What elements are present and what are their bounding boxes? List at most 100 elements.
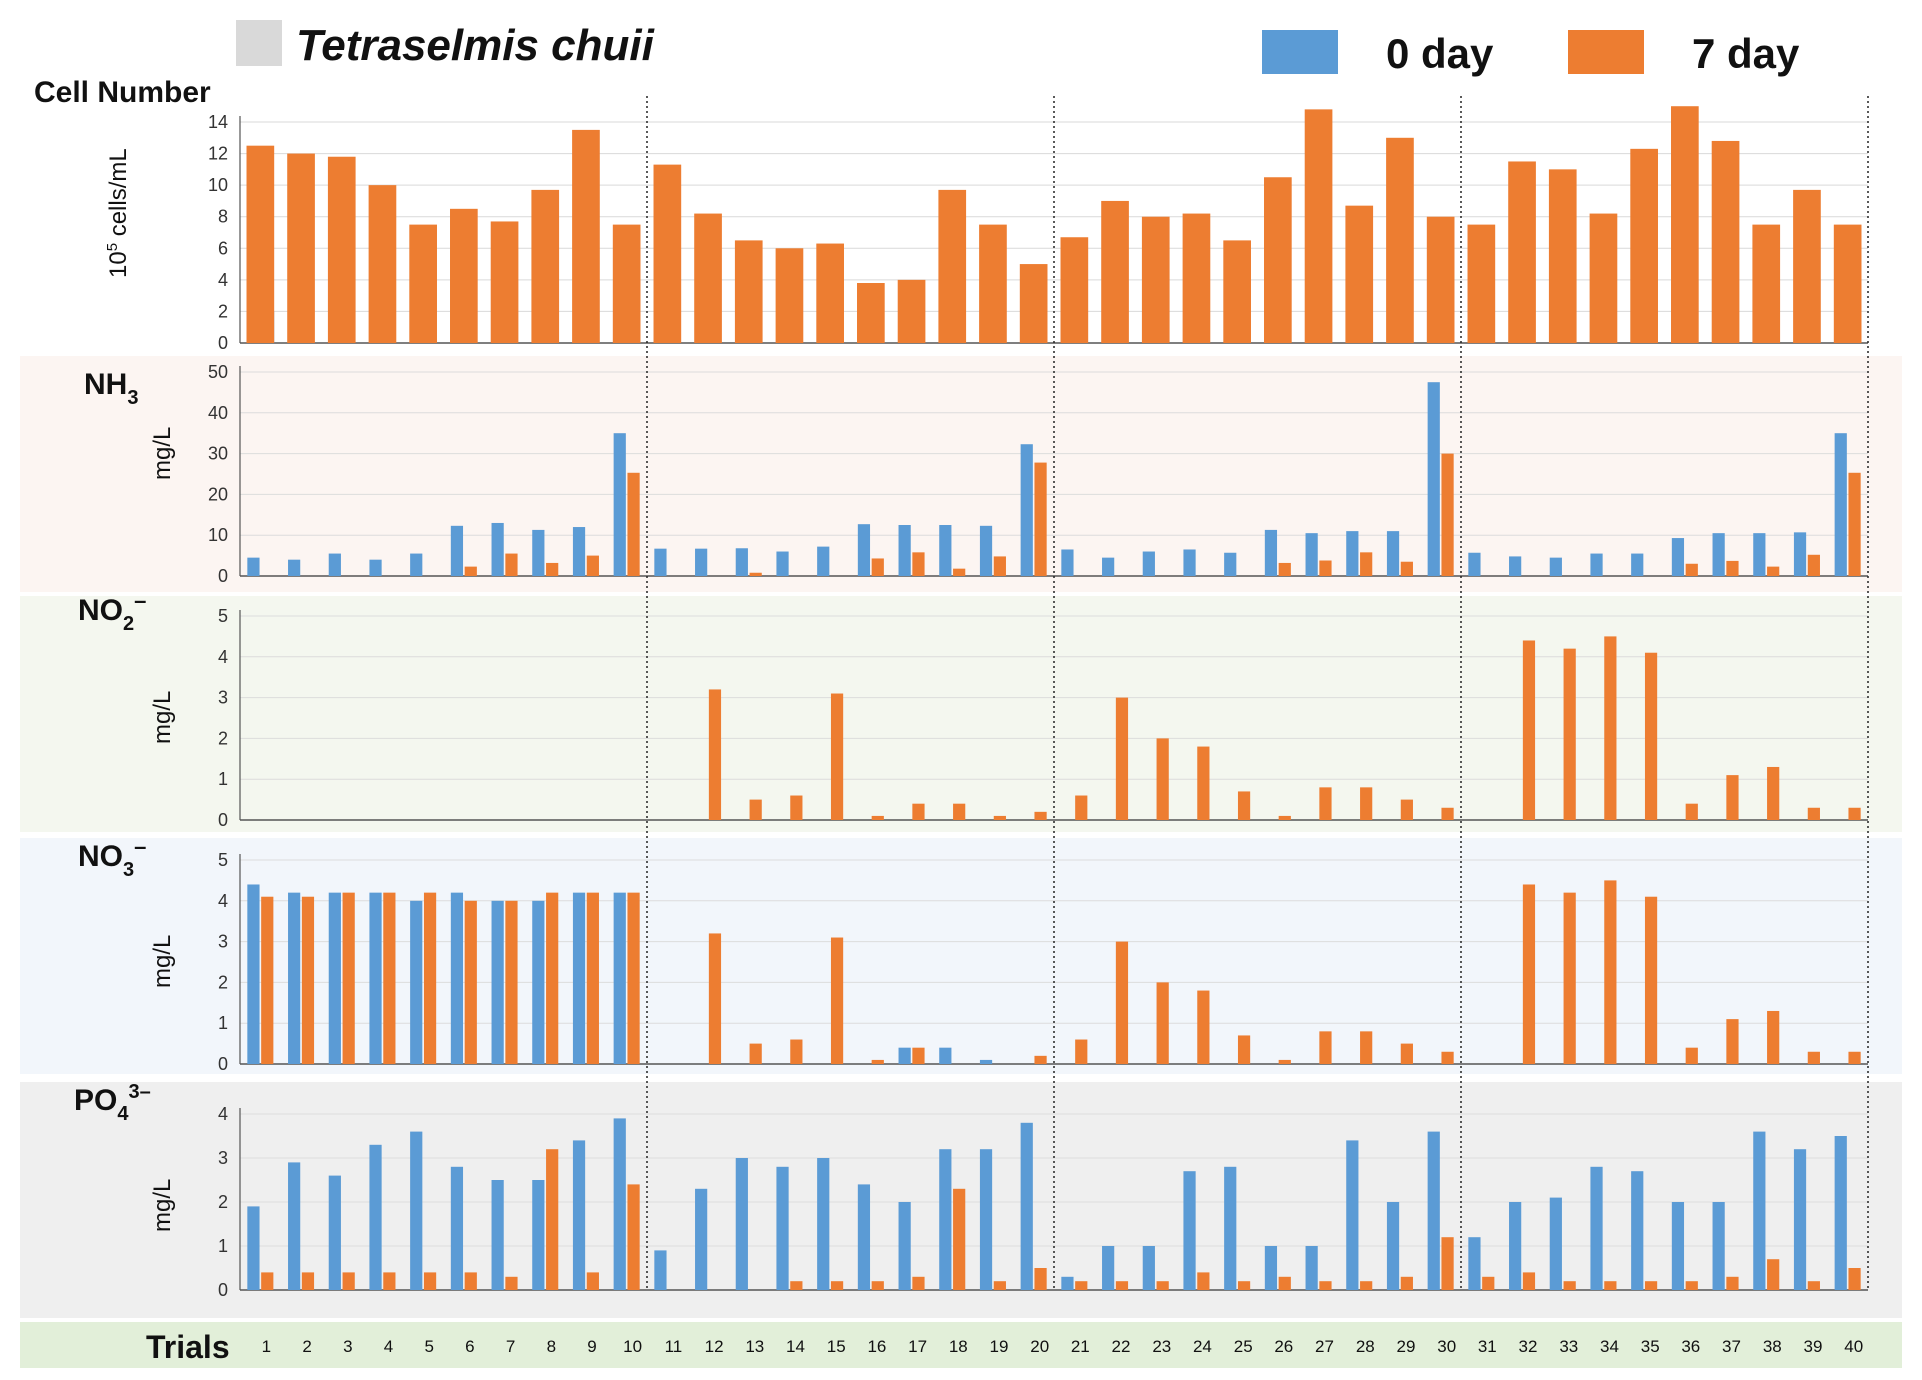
bar-nh3-0day-trial-8 (532, 529, 545, 576)
bar-no2-7day-trial-30 (1441, 807, 1454, 820)
bar-nh3-0day-trial-24 (1183, 549, 1196, 576)
bar-po4-0day-trial-25 (1224, 1166, 1237, 1290)
bar-po4-0day-trial-10 (613, 1118, 626, 1290)
bar-po4-7day-trial-1 (261, 1272, 274, 1290)
bar-po4-0day-trial-9 (572, 1140, 586, 1290)
trial-tick-label: 2 (302, 1337, 311, 1356)
y-tick-label: 0 (218, 810, 228, 830)
bar-po4-7day-trial-40 (1848, 1268, 1861, 1290)
trial-tick-label: 11 (665, 1337, 683, 1356)
bar-po4-0day-trial-39 (1793, 1149, 1807, 1290)
bar-cell-number-7day-trial-8 (531, 189, 560, 343)
bar-no2-7day-trial-35 (1644, 652, 1658, 820)
bar-po4-0day-trial-17 (898, 1202, 911, 1290)
bar-nh3-0day-trial-16 (857, 524, 871, 576)
bar-po4-0day-trial-13 (735, 1158, 748, 1290)
y-tick-label: 14 (208, 112, 228, 132)
bar-po4-0day-trial-20 (1020, 1122, 1033, 1290)
bar-nh3-7day-trial-37 (1726, 560, 1739, 576)
bar-nh3-0day-trial-33 (1549, 557, 1562, 576)
trial-tick-label: 4 (384, 1337, 393, 1356)
bar-no3-0day-trial-7 (491, 900, 504, 1064)
bar-cell-number-7day-trial-36 (1671, 106, 1699, 344)
bar-no3-7day-trial-3 (342, 892, 355, 1064)
trial-tick-label: 31 (1478, 1337, 1497, 1356)
bar-po4-0day-trial-24 (1183, 1171, 1196, 1290)
bar-no3-7day-trial-26 (1278, 1059, 1291, 1064)
y-tick-label: 5 (218, 850, 228, 870)
bar-no3-7day-trial-8 (546, 892, 559, 1064)
bar-no2-7day-trial-27 (1319, 787, 1332, 820)
bar-no3-0day-trial-18 (939, 1047, 952, 1064)
bar-po4-0day-trial-34 (1590, 1166, 1603, 1290)
bar-po4-0day-trial-23 (1142, 1246, 1155, 1290)
y-tick-label: 0 (218, 1280, 228, 1300)
bar-nh3-0day-trial-1 (247, 557, 260, 576)
bar-nh3-0day-trial-10 (613, 433, 626, 576)
bar-cell-number-7day-trial-1 (246, 145, 275, 343)
trial-tick-label: 16 (867, 1337, 886, 1356)
trial-tick-labels: 1 2 3 4 5 6 7 8 9 10 11 12 13 14 15 16 17 18 19 20 21 22 23 24 2… (262, 1337, 1863, 1356)
bar-po4-0day-trial-29 (1386, 1202, 1400, 1290)
legend: 0 day 7 day (1262, 30, 1800, 77)
bar-nh3-0day-trial-40 (1834, 433, 1847, 576)
bar-nh3-0day-trial-27 (1305, 533, 1318, 576)
bar-cell-number-7day-trial-12 (694, 213, 722, 343)
bar-nh3-0day-trial-5 (410, 553, 423, 576)
bar-nh3-0day-trial-13 (735, 548, 748, 576)
y-tick-label: 20 (208, 484, 228, 504)
bar-nh3-0day-trial-18 (939, 525, 952, 576)
trial-tick-label: 32 (1519, 1337, 1538, 1356)
bar-no3-7day-trial-30 (1441, 1051, 1454, 1064)
trial-tick-label: 18 (949, 1337, 968, 1356)
bar-no3-0day-trial-19 (979, 1059, 993, 1064)
bar-po4-0day-trial-6 (450, 1166, 464, 1290)
y-tick-label: 8 (218, 207, 228, 227)
trial-tick-label: 38 (1763, 1337, 1782, 1356)
bar-po4-7day-trial-30 (1441, 1237, 1454, 1290)
ylabel-cell-number: 105 cells/mL (104, 148, 132, 278)
bar-no3-0day-trial-8 (532, 900, 545, 1064)
bar-cell-number-7day-trial-3 (327, 156, 356, 343)
bar-nh3-0day-trial-25 (1224, 552, 1237, 576)
bar-po4-7day-trial-5 (423, 1272, 437, 1290)
panel-background-no2 (20, 596, 1902, 832)
bar-cell-number-7day-trial-25 (1223, 240, 1251, 343)
bar-nh3-0day-trial-22 (1102, 557, 1115, 576)
bar-po4-0day-trial-28 (1346, 1140, 1359, 1290)
bar-nh3-7day-trial-29 (1400, 561, 1413, 576)
bar-cell-number-7day-trial-40 (1833, 224, 1862, 343)
bar-no2-7day-trial-23 (1156, 738, 1169, 820)
bar-nh3-0day-trial-19 (979, 525, 993, 576)
bar-cell-number-7day-trial-24 (1182, 213, 1211, 343)
bar-nh3-7day-trial-20 (1034, 462, 1047, 576)
ylabel-no3: mg/L (149, 935, 176, 988)
bar-no3-7day-trial-33 (1563, 892, 1576, 1064)
y-tick-label: 30 (208, 444, 228, 464)
bar-cell-number-7day-trial-32 (1508, 161, 1536, 343)
bar-cell-number-7day-trial-18 (938, 189, 967, 343)
bar-nh3-0day-trial-9 (572, 527, 586, 576)
bar-nh3-7day-trial-17 (912, 552, 925, 576)
bar-no2-7day-trial-26 (1278, 815, 1291, 820)
bar-po4-7day-trial-7 (505, 1276, 518, 1290)
bar-no3-7day-trial-39 (1807, 1051, 1820, 1064)
bar-po4-7day-trial-36 (1685, 1281, 1698, 1290)
trial-tick-label: 20 (1030, 1337, 1049, 1356)
bar-no2-7day-trial-13 (749, 799, 762, 820)
x-axis-label: Trials (146, 1329, 230, 1365)
bar-cell-number-7day-trial-13 (734, 240, 763, 343)
bar-no2-7day-trial-32 (1522, 640, 1536, 820)
trial-tick-label: 34 (1600, 1337, 1619, 1356)
bar-po4-7day-trial-37 (1726, 1276, 1739, 1290)
bar-no2-7day-trial-12 (708, 689, 722, 820)
bar-nh3-7day-trial-36 (1685, 563, 1698, 576)
bar-no2-7day-trial-19 (993, 815, 1006, 820)
bar-no3-7day-trial-24 (1197, 990, 1210, 1064)
trial-tick-label: 35 (1641, 1337, 1660, 1356)
y-tick-label: 6 (218, 238, 228, 258)
bar-nh3-0day-trial-31 (1468, 552, 1481, 576)
y-tick-label: 50 (208, 362, 228, 382)
trial-tick-label: 39 (1804, 1337, 1823, 1356)
bar-nh3-7day-trial-8 (546, 562, 559, 576)
